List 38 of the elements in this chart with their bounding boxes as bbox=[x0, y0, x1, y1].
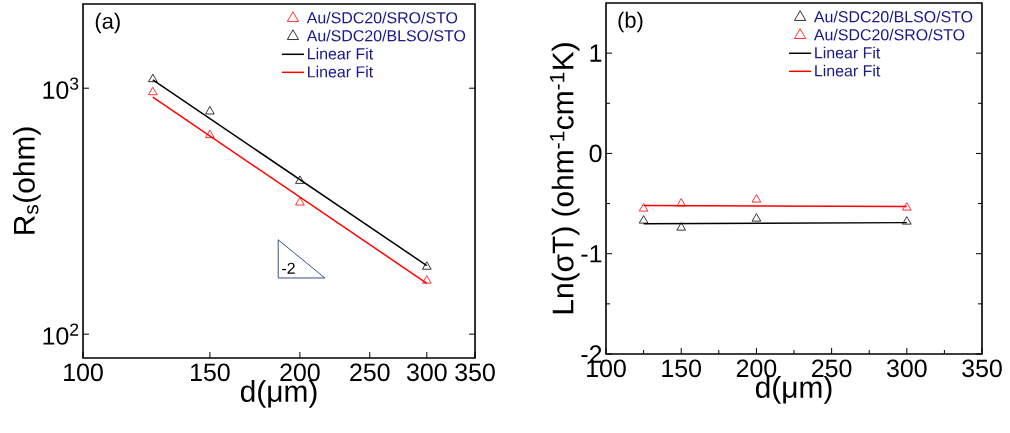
legend-label: Linear Fit bbox=[308, 47, 374, 60]
legend-label: Linear Fit bbox=[308, 65, 374, 78]
legend-label: Linear Fit bbox=[815, 64, 881, 77]
x-axis-title: d(μm) bbox=[755, 376, 832, 404]
y-tick-label: 10$^{2}$ bbox=[43, 323, 79, 345]
point bbox=[638, 215, 649, 224]
x-tick-label: 350 bbox=[962, 359, 1002, 378]
x-tick-label: 100 bbox=[64, 363, 103, 382]
y-axis-title: Ln(σT) (ohm$^{-1}$cm$^{-1}$K) bbox=[549, 43, 580, 314]
point bbox=[751, 213, 762, 222]
y-tick-label: 0 bbox=[589, 144, 602, 163]
point bbox=[676, 222, 686, 231]
x-tick-label: 150 bbox=[191, 363, 230, 382]
x-tick-label: 250 bbox=[350, 363, 390, 382]
y-tick-label: 10$^{3}$ bbox=[43, 77, 79, 99]
x-axis-title: d(μm) bbox=[240, 379, 317, 408]
legend-label: Au/SDC20/BLSO/STO bbox=[813, 10, 973, 23]
point bbox=[751, 194, 762, 203]
point bbox=[676, 198, 686, 207]
annotation: (b) bbox=[618, 11, 643, 33]
x-tick-label: 300 bbox=[406, 363, 447, 382]
legend-label: Au/SDC20/BLSO/STO bbox=[306, 29, 466, 42]
x-tick-label: 150 bbox=[662, 359, 701, 378]
y-axis-title: R$_{s}$(ohm) bbox=[12, 127, 41, 234]
x-tick-label: 350 bbox=[455, 363, 495, 382]
annotation: (a) bbox=[95, 12, 120, 34]
y-tick-label: 1 bbox=[590, 44, 602, 62]
point bbox=[902, 216, 912, 225]
legend-label: Au/SDC20/SRO/STO bbox=[813, 28, 965, 41]
annotation: -2 bbox=[282, 262, 295, 274]
legend-label: Au/SDC20/SRO/STO bbox=[306, 11, 458, 24]
x-tick-label: 200 bbox=[280, 363, 320, 382]
x-tick-label: 200 bbox=[736, 359, 777, 378]
point bbox=[902, 202, 912, 211]
x-tick-label: 300 bbox=[886, 359, 927, 378]
legend-label: Linear Fit bbox=[815, 46, 881, 59]
y-tick-label: -1 bbox=[581, 245, 602, 263]
x-tick-label: 250 bbox=[812, 359, 852, 378]
